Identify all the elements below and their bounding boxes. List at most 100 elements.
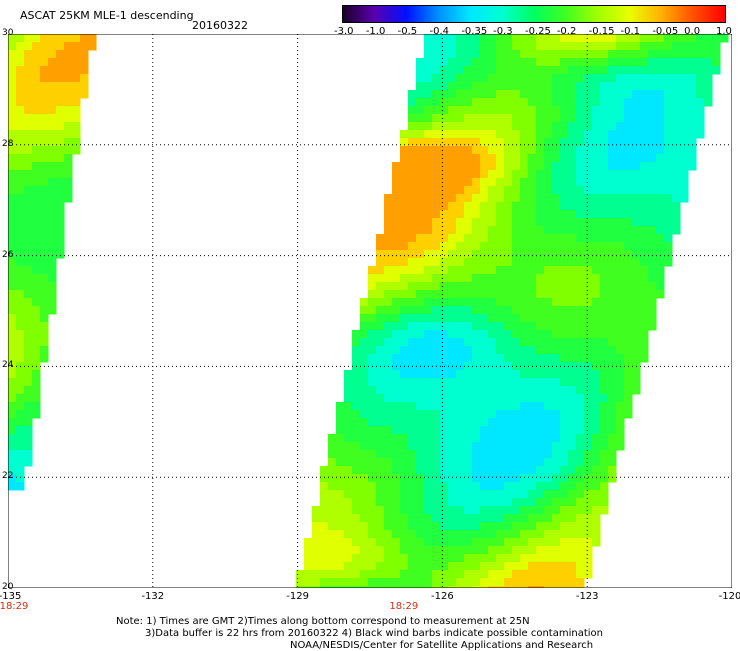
wind-cell	[688, 162, 697, 171]
wind-cell	[456, 330, 465, 339]
wind-cell	[520, 370, 529, 379]
wind-cell	[504, 186, 513, 195]
wind-cell	[24, 178, 33, 187]
wind-cell	[504, 98, 513, 107]
wind-cell	[520, 114, 529, 123]
wind-cell	[576, 338, 585, 347]
wind-cell	[488, 58, 497, 67]
wind-cell	[336, 562, 345, 571]
wind-cell	[376, 394, 385, 403]
wind-cell	[496, 178, 505, 187]
wind-cell	[368, 330, 377, 339]
wind-cell	[480, 434, 489, 443]
wind-cell	[512, 114, 521, 123]
wind-cell	[368, 570, 377, 579]
wind-cell	[464, 242, 473, 251]
wind-cell	[400, 386, 409, 395]
wind-cell	[592, 306, 601, 315]
wind-cell	[48, 258, 57, 267]
wind-cell	[624, 138, 633, 147]
wind-cell	[16, 146, 25, 155]
wind-cell	[392, 466, 401, 475]
pass-time-label: 18:29	[0, 601, 29, 612]
wind-cell	[432, 426, 441, 435]
wind-cell	[592, 426, 601, 435]
wind-cell	[584, 410, 593, 419]
wind-cell	[432, 186, 441, 195]
wind-cell	[456, 386, 465, 395]
wind-cell	[336, 538, 345, 547]
wind-cell	[504, 298, 513, 307]
wind-cell	[488, 154, 497, 163]
wind-cell	[640, 338, 649, 347]
wind-cell	[416, 298, 425, 307]
wind-cell	[400, 538, 409, 547]
wind-cell	[408, 98, 417, 107]
wind-cell	[568, 34, 577, 43]
wind-cell	[440, 306, 449, 315]
wind-cell	[672, 146, 681, 155]
wind-cell	[384, 394, 393, 403]
wind-cell	[592, 210, 601, 219]
wind-cell	[504, 442, 513, 451]
wind-cell	[464, 314, 473, 323]
wind-cell	[448, 426, 457, 435]
wind-cell	[400, 218, 409, 227]
wind-cell	[528, 402, 537, 411]
wind-cell	[488, 98, 497, 107]
wind-cell	[24, 338, 33, 347]
wind-cell	[568, 490, 577, 499]
wind-cell	[648, 234, 657, 243]
wind-cell	[24, 418, 33, 427]
wind-cell	[392, 186, 401, 195]
wind-cell	[464, 218, 473, 227]
wind-cell	[640, 114, 649, 123]
wind-cell	[616, 186, 625, 195]
wind-cell	[504, 578, 513, 587]
wind-cell	[16, 354, 25, 363]
wind-cell	[408, 202, 417, 211]
wind-cell	[608, 282, 617, 291]
wind-cell	[368, 394, 377, 403]
wind-cell	[80, 58, 89, 67]
wind-cell	[568, 130, 577, 139]
wind-cell	[592, 394, 601, 403]
wind-cell	[472, 322, 481, 331]
wind-cell	[528, 330, 537, 339]
wind-cell	[616, 82, 625, 91]
wind-cell	[552, 122, 561, 131]
wind-cell	[448, 266, 457, 275]
wind-cell	[640, 82, 649, 91]
wind-cell	[32, 106, 41, 115]
wind-cell	[440, 442, 449, 451]
wind-cell	[440, 370, 449, 379]
wind-cell	[424, 226, 433, 235]
wind-cell	[480, 498, 489, 507]
wind-cell	[680, 66, 689, 75]
wind-cell	[552, 42, 561, 51]
wind-cell	[352, 482, 361, 491]
wind-cell	[352, 506, 361, 515]
wind-cell	[560, 178, 569, 187]
wind-cell	[552, 58, 561, 67]
wind-cell	[480, 218, 489, 227]
wind-cell	[512, 202, 521, 211]
wind-cell	[496, 138, 505, 147]
wind-cell	[424, 250, 433, 259]
wind-cell	[376, 234, 385, 243]
wind-cell	[408, 298, 417, 307]
wind-cell	[464, 474, 473, 483]
wind-cell	[304, 562, 313, 571]
wind-cell	[408, 466, 417, 475]
wind-cell	[456, 466, 465, 475]
wind-cell	[568, 386, 577, 395]
wind-cell	[584, 522, 593, 531]
wind-cell	[608, 98, 617, 107]
wind-cell	[16, 458, 25, 467]
wind-cell	[504, 338, 513, 347]
wind-cell	[48, 282, 57, 291]
wind-cell	[576, 194, 585, 203]
wind-cell	[512, 498, 521, 507]
wind-cell	[576, 434, 585, 443]
wind-cell	[616, 162, 625, 171]
